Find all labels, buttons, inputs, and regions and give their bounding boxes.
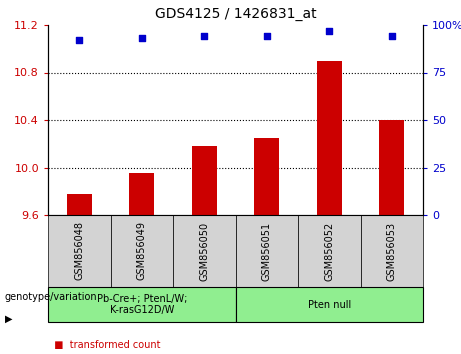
Point — [138, 35, 145, 41]
Point — [388, 34, 396, 39]
Text: GSM856050: GSM856050 — [199, 222, 209, 281]
Text: ▶: ▶ — [5, 314, 12, 324]
Text: GSM856052: GSM856052 — [324, 221, 334, 281]
Point — [201, 34, 208, 39]
Point — [263, 34, 271, 39]
Bar — [361, 215, 423, 287]
Point — [325, 28, 333, 34]
Text: Pb-Cre+; PtenL/W;
K-rasG12D/W: Pb-Cre+; PtenL/W; K-rasG12D/W — [96, 294, 187, 315]
Text: genotype/variation: genotype/variation — [5, 292, 97, 302]
Bar — [111, 215, 173, 287]
Point — [76, 38, 83, 43]
Text: GSM856048: GSM856048 — [74, 222, 84, 280]
Text: Pten null: Pten null — [307, 299, 351, 309]
Bar — [317, 61, 342, 215]
Bar — [48, 215, 111, 287]
Bar — [254, 138, 279, 215]
Text: GSM856049: GSM856049 — [137, 222, 147, 280]
Bar — [173, 215, 236, 287]
Text: GSM856051: GSM856051 — [262, 222, 272, 281]
Bar — [67, 194, 92, 215]
Bar — [298, 215, 361, 287]
Bar — [48, 287, 236, 322]
Title: GDS4125 / 1426831_at: GDS4125 / 1426831_at — [155, 7, 316, 21]
Bar — [192, 146, 217, 215]
Bar — [236, 215, 298, 287]
Text: GSM856053: GSM856053 — [387, 222, 397, 281]
Bar — [236, 287, 423, 322]
Text: ■  transformed count: ■ transformed count — [48, 340, 160, 350]
Bar — [129, 173, 154, 215]
Bar — [379, 120, 404, 215]
